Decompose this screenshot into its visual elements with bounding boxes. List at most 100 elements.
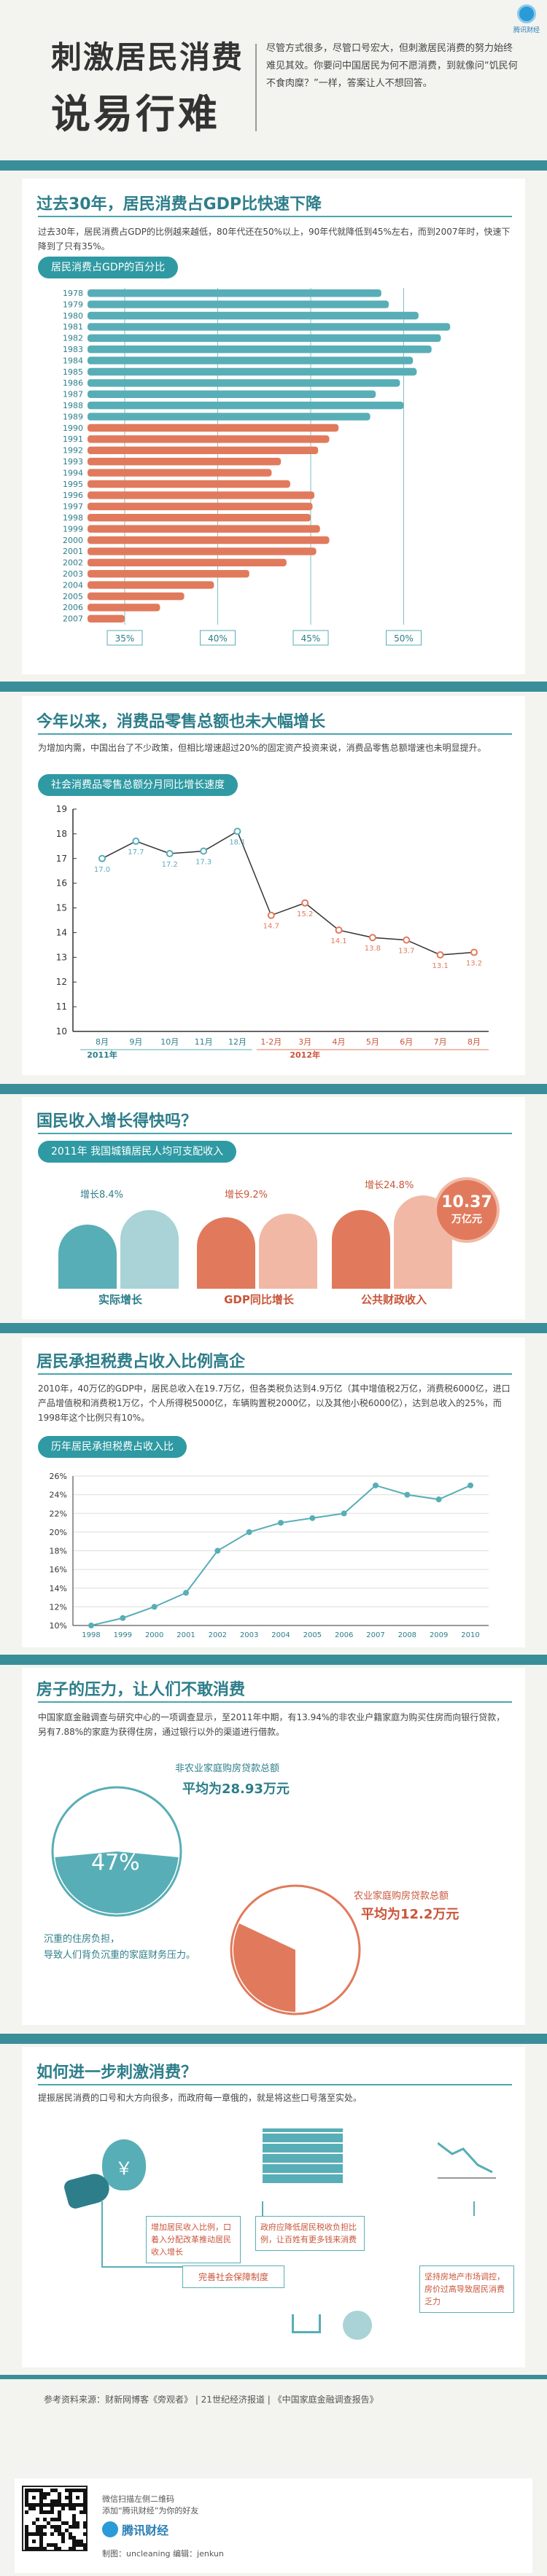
qr-module [79,2503,83,2507]
qr-module [50,2525,54,2529]
x-tick-label: 8月 [468,1037,481,1047]
year-label: 1994 [63,468,83,477]
section1-desc: 过去30年，居民消费占GDP的比例越来越低，80年代还在50%以上，90年代就降… [38,227,511,251]
arch-a [197,1217,255,1289]
data-label: 17.2 [162,861,178,869]
x-tick-box [106,630,143,646]
series-line [101,830,475,956]
year-label: 1988 [63,401,83,410]
section-divider [0,2034,547,2044]
y-tick-label: 26% [50,1472,67,1481]
qr-module [69,2492,72,2496]
bar [88,356,414,364]
bar [88,536,330,545]
qr-code[interactable] [22,2486,88,2551]
x-tick-label: 7月 [434,1037,447,1047]
right-pie-label: 占家庭总债务 [295,1927,349,1937]
qr-module [36,2547,39,2550]
qr-module [25,2536,28,2540]
qr-module [69,2507,72,2510]
x-tick-box [386,630,422,646]
header: 刺激居民消费 说易行难 尽管方式很多，尽管口号宏大，但刺激居民消费的努力始终难见… [0,0,547,157]
qr-module [54,2503,58,2507]
data-point [88,1623,94,1628]
year-label: 2005 [63,592,83,601]
qr-module [61,2503,65,2507]
y-tick-label: 12% [50,1602,67,1612]
qr-module [58,2514,61,2518]
bar [88,525,320,533]
bracket-connectors [101,2201,475,2268]
tax-line-chart: 10% 12% 14% 16% 18% 20% 22% 24% 26% 1998 1999 2000 2… [50,1472,489,1639]
year-label: 1982 [63,334,83,343]
qr-module [83,2543,87,2547]
footer-panel [15,2478,532,2573]
qr-module [50,2489,54,2492]
x-tick-label: 11月 [195,1037,213,1047]
y-tick-label: 15 [56,903,67,913]
growth-label: 增长9.2% [225,1190,268,1201]
qr-module [76,2525,79,2529]
y-tick-label: 18 [56,829,67,839]
data-point [151,1604,158,1610]
x-tick-label: 1-2月 [260,1037,282,1047]
qr-module [39,2507,43,2510]
data-point [403,936,411,944]
data-label: 13.7 [398,948,414,956]
qr-text-2: 添加“腾讯财经”为你的好友 [102,2506,199,2515]
x-tick-box [200,630,236,646]
cart-icon [292,2314,321,2333]
x-tick-label: 50% [394,633,414,644]
data-point [200,847,208,855]
qr-module [50,2503,54,2507]
qr-module [72,2536,76,2540]
data-point [278,1520,284,1526]
x-tick-label: 2001 [176,1631,195,1639]
qr-module [76,2496,79,2499]
qr-module [50,2532,54,2536]
bar [88,390,376,398]
year-label: 1995 [63,480,83,489]
qr-module [76,2503,79,2507]
year-label: 2003 [63,569,83,579]
x-tick-label: 2005 [303,1631,322,1639]
data-point [435,1496,442,1503]
qr-module [54,2529,58,2532]
qr-module [43,2532,47,2536]
qr-module [43,2503,47,2507]
year-label: 1978 [63,289,83,298]
x-tick-label: 2008 [398,1631,416,1639]
sources: 参考资料来源：财新网博客《旁观者》 | 21世纪经济报道 | 《中国家庭金融调查… [44,2394,379,2405]
growth-label: 增长8.4% [80,1190,124,1201]
year-label: 1999 [63,524,83,534]
bar [88,413,371,421]
qr-module [79,2510,83,2514]
section1-underline [38,216,512,217]
data-point [436,951,444,959]
bar [88,311,419,320]
qr-module [58,2547,61,2550]
qr-module [72,2514,76,2518]
bar [88,581,214,589]
qr-module [61,2521,65,2525]
qr-module [72,2521,76,2525]
income-group-fiscal: 增长24.8% 10.37 万亿元 公共财政收入 [332,1174,507,1306]
x-tick-label: 2009 [430,1631,448,1639]
qr-module [25,2492,28,2496]
x-tick-label: 2000 [145,1631,163,1639]
qr-module [32,2489,36,2492]
year-label: 1993 [63,457,83,467]
qr-module [58,2496,61,2499]
qr-module [39,2532,43,2536]
qr-module [76,2543,79,2547]
bar [88,592,185,601]
year-label: 1987 [63,390,83,399]
footer-logo-icon [102,2521,118,2537]
qr-module [28,2532,32,2536]
qr-module [47,2543,50,2547]
qr-module [58,2499,61,2503]
bar [88,514,311,522]
x-tick-label: 2004 [271,1631,290,1639]
qr-module [36,2529,39,2532]
qr-module [65,2496,69,2499]
